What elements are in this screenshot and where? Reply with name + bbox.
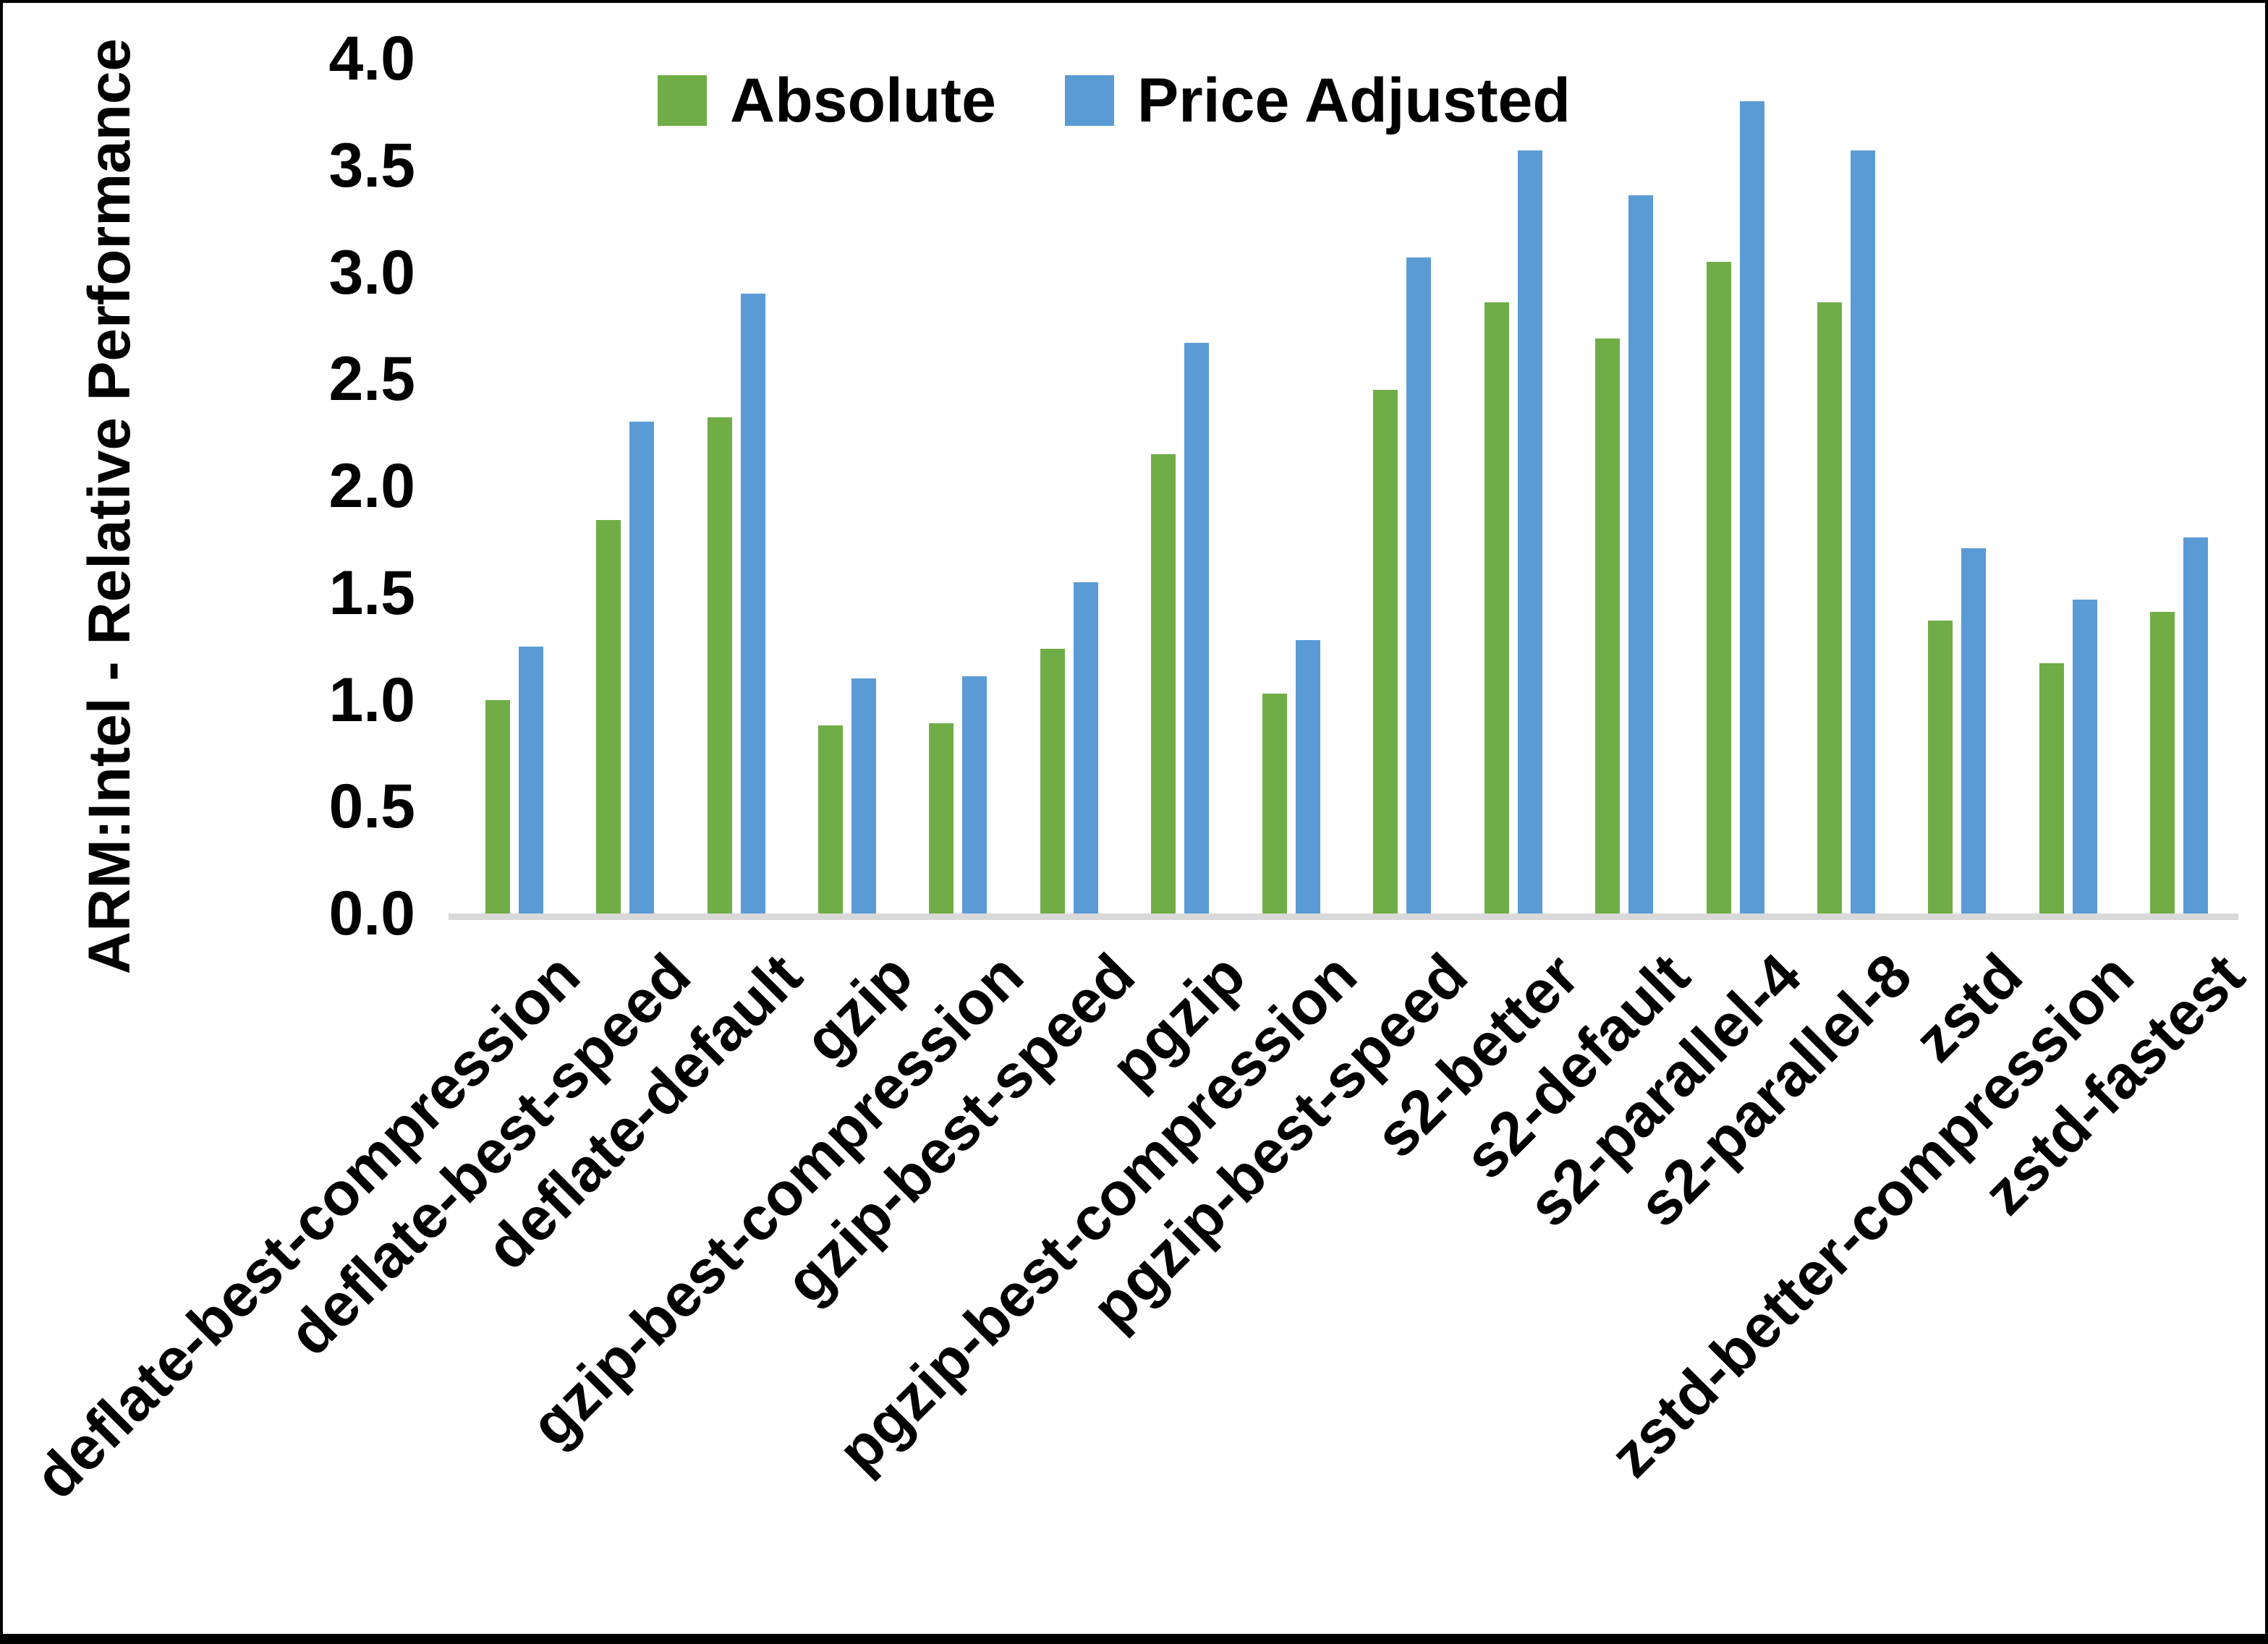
- bar-absolute-deflate-best-speed: [596, 520, 621, 913]
- bar-price-adjusted-zstd-fastest: [2183, 537, 2209, 913]
- y-axis-title: ARM:Intel - Relative Performance: [77, 38, 143, 975]
- y-tick-label: 2.0: [328, 451, 415, 521]
- bar-price-adjusted-s2-better: [1517, 150, 1542, 913]
- bar-group-pgzip-best-compression: [1236, 59, 1346, 913]
- bar-price-adjusted-gzip-best-compression: [962, 676, 988, 913]
- bar-price-adjusted-deflate-best-speed: [629, 422, 655, 913]
- bar-group-deflate-best-speed: [569, 59, 680, 913]
- y-tick-label: 3.5: [328, 130, 415, 200]
- bar-price-adjusted-s2-parallel-4: [1739, 101, 1764, 913]
- bar-absolute-pgzip-best-speed: [1373, 390, 1398, 913]
- bar-group-gzip-best-compression: [903, 59, 1014, 913]
- bar-price-adjusted-zstd-better-compression: [2072, 599, 2097, 913]
- y-tick-label: 0.0: [328, 879, 415, 948]
- y-tick-label: 3.0: [328, 237, 415, 307]
- bar-price-adjusted-gzip: [851, 678, 877, 913]
- legend-swatch-absolute-icon: [658, 75, 707, 126]
- bar-group-gzip-best-speed: [1014, 59, 1124, 913]
- bar-absolute-gzip-best-compression: [929, 723, 954, 913]
- bar-absolute-zstd-fastest: [2150, 612, 2175, 913]
- bar-price-adjusted-s2-parallel-8: [1850, 150, 1875, 913]
- bar-absolute-gzip-best-speed: [1040, 648, 1065, 913]
- bar-absolute-deflate-default: [707, 417, 732, 913]
- bar-absolute-pgzip: [1151, 453, 1176, 913]
- bar-price-adjusted-gzip-best-speed: [1073, 582, 1098, 913]
- y-tick-label: 1.5: [328, 558, 415, 628]
- bar-price-adjusted-deflate-default: [740, 294, 765, 913]
- legend-item-price-adjusted: Price Adjusted: [1064, 66, 1571, 135]
- legend-item-absolute: Absolute: [658, 69, 996, 132]
- bar-absolute-s2-default: [1595, 338, 1621, 913]
- legend-swatch-price-adjusted-icon: [1064, 75, 1114, 126]
- bar-price-adjusted-pgzip-best-compression: [1295, 639, 1320, 913]
- bar-group-pgzip: [1125, 59, 1236, 913]
- bar-price-adjusted-pgzip: [1184, 343, 1210, 913]
- bar-group-zstd: [1902, 59, 2013, 913]
- bar-group-deflate-best-compression: [459, 59, 569, 913]
- legend-label-price-adjusted: Price Adjusted: [1137, 66, 1571, 135]
- bar-group-s2-better: [1458, 59, 1568, 913]
- bar-group-deflate-default: [681, 59, 791, 913]
- bar-absolute-deflate-best-compression: [485, 699, 510, 913]
- y-tick-label: 1.0: [328, 665, 415, 735]
- bar-price-adjusted-s2-default: [1628, 195, 1654, 913]
- y-tick-label: 0.5: [328, 772, 415, 842]
- bar-price-adjusted-pgzip-best-speed: [1406, 257, 1432, 913]
- legend-label-absolute: Absolute: [730, 66, 996, 135]
- bar-price-adjusted-zstd: [1961, 548, 1987, 913]
- bar-group-zstd-better-compression: [2013, 59, 2123, 913]
- bar-absolute-gzip: [818, 725, 844, 913]
- bar-absolute-s2-parallel-8: [1817, 302, 1842, 913]
- bar-absolute-zstd: [1928, 621, 1953, 913]
- bar-price-adjusted-deflate-best-compression: [518, 646, 543, 913]
- bar-group-s2-default: [1568, 59, 1679, 913]
- bar-group-s2-parallel-4: [1680, 59, 1791, 913]
- bar-group-s2-parallel-8: [1791, 59, 1901, 913]
- x-axis-line: [449, 913, 2238, 920]
- bar-group-gzip: [791, 59, 902, 913]
- bar-absolute-s2-better: [1484, 302, 1509, 913]
- legend: Absolute Price Adjusted: [658, 69, 1571, 132]
- bar-group-zstd-fastest: [2124, 59, 2235, 913]
- bar-group-pgzip-best-speed: [1347, 59, 1458, 913]
- plot-area: [459, 59, 2235, 913]
- bar-absolute-pgzip-best-compression: [1262, 693, 1287, 913]
- bar-absolute-zstd-better-compression: [2039, 663, 2064, 913]
- bar-absolute-s2-parallel-4: [1706, 261, 1731, 913]
- y-tick-label: 4.0: [328, 24, 415, 93]
- y-tick-label: 2.5: [328, 344, 415, 414]
